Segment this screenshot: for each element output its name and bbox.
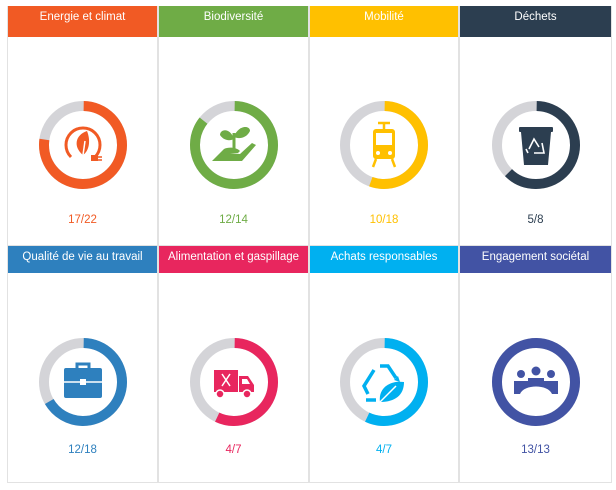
category-card[interactable]: Qualité de vie au travail 12/18 — [7, 246, 158, 483]
card-header: Mobilité — [310, 6, 458, 37]
recycle-leaf-icon — [361, 364, 404, 403]
progress-donut — [38, 338, 127, 426]
category-card[interactable]: Engagement sociétal 13/13 — [459, 246, 612, 483]
progress-donut — [340, 101, 428, 189]
card-score: 12/18 — [68, 444, 97, 456]
donut-progress — [491, 338, 580, 426]
card-header: Déchets — [460, 6, 611, 37]
card-score: 4/7 — [376, 444, 392, 456]
category-card[interactable]: Mobilité 10/18 — [309, 6, 459, 246]
recycle-bin-icon — [518, 127, 553, 165]
card-score: 5/8 — [527, 214, 544, 226]
leaf-plug-icon — [64, 126, 102, 161]
progress-donut — [189, 338, 278, 426]
card-header: Engagement sociétal — [460, 246, 611, 273]
card-title: Engagement sociétal — [481, 251, 590, 263]
card-title: Alimentation et gaspillage — [167, 251, 300, 263]
card-header: Energie et climat — [8, 6, 157, 37]
category-card[interactable]: Achats responsables 4/7 — [309, 246, 459, 483]
card-header: Biodiversité — [159, 6, 308, 37]
card-title: Energie et climat — [39, 11, 126, 23]
card-score: 12/14 — [219, 214, 248, 226]
card-score: 17/22 — [68, 214, 97, 226]
card-title: Achats responsables — [330, 251, 438, 263]
food-truck-icon — [213, 370, 254, 399]
group-icon — [513, 366, 558, 394]
card-header: Alimentation et gaspillage — [159, 246, 308, 273]
card-title: Qualité de vie au travail — [22, 251, 143, 263]
tram-icon — [371, 121, 397, 168]
category-card[interactable]: Energie et climat 17/22 — [7, 6, 158, 246]
category-card[interactable]: Biodiversité 12/14 — [158, 6, 309, 246]
card-title: Mobilité — [364, 11, 404, 23]
briefcase-icon — [63, 362, 102, 398]
progress-donut — [340, 338, 428, 426]
donut-progress — [491, 101, 580, 189]
card-title: Déchets — [514, 11, 557, 23]
progress-donut — [38, 101, 127, 189]
card-header: Achats responsables — [310, 246, 458, 273]
card-score: 13/13 — [521, 444, 550, 456]
progress-donut — [189, 101, 278, 189]
progress-donut — [491, 338, 580, 426]
card-title: Biodiversité — [203, 11, 264, 23]
category-card[interactable]: Déchets 5/8 — [459, 6, 612, 246]
card-header: Qualité de vie au travail — [8, 246, 157, 273]
progress-donut — [491, 101, 580, 189]
category-card[interactable]: Alimentation et gaspillage 4/7 — [158, 246, 309, 483]
card-score: 4/7 — [225, 444, 242, 456]
donut-progress — [189, 101, 278, 189]
card-score: 10/18 — [369, 214, 399, 226]
donut-progress — [189, 338, 278, 426]
hand-plant-icon — [211, 127, 256, 161]
